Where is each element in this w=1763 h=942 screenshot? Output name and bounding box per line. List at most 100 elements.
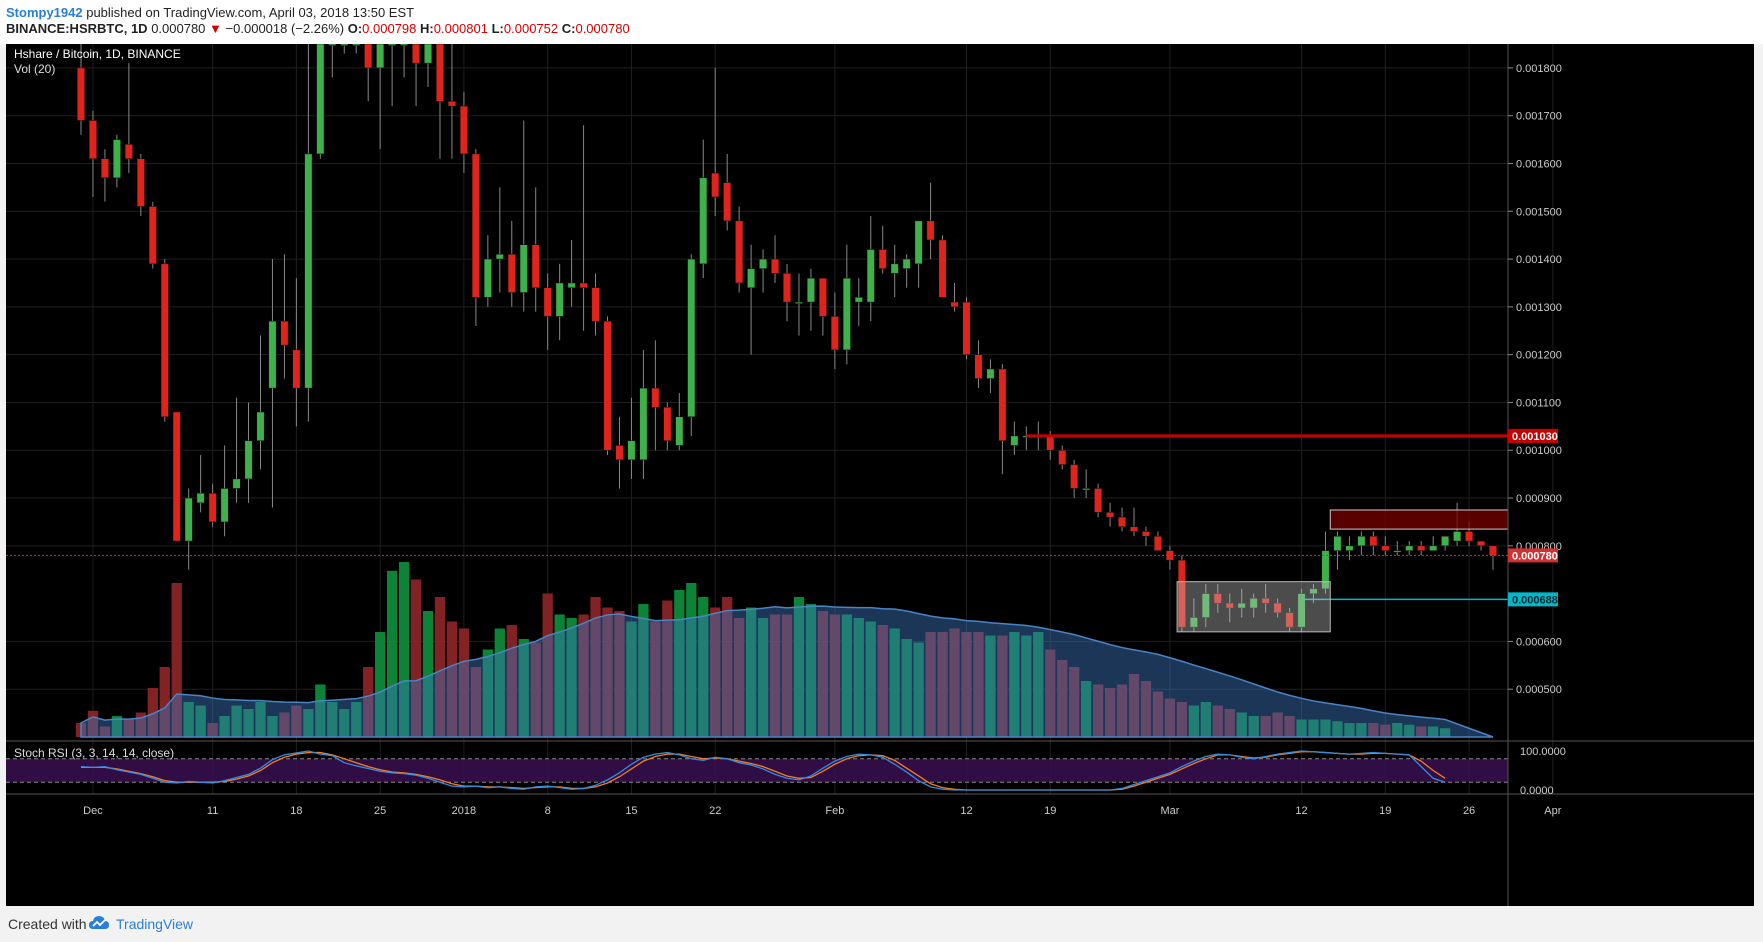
time-axis[interactable]: Dec 11 18 25 2018 8 15 22 Feb 12 19 Mar 12 19 26 Apr	[83, 805, 1562, 817]
volume-bar	[327, 702, 338, 737]
down-candle	[783, 273, 791, 303]
volume-bar	[446, 621, 458, 737]
down-candle	[1130, 526, 1138, 532]
volume-bar	[243, 709, 254, 737]
volume-bar	[1140, 681, 1152, 737]
published-text: published on TradingView.com, April 03, …	[86, 5, 415, 20]
price-change: −0.000018 (−2.26%)	[225, 21, 345, 36]
down-candle	[950, 301, 959, 308]
volume-bar	[757, 618, 769, 737]
volume-bar	[255, 702, 266, 737]
up-candle	[483, 258, 492, 298]
price-tick-label: 0.001300	[1516, 302, 1562, 314]
time-tick-label: 22	[709, 805, 721, 817]
up-candle	[1357, 536, 1366, 547]
volume-bar	[386, 570, 398, 737]
down-candle	[1106, 512, 1115, 518]
volume-bar	[1248, 716, 1259, 737]
price-label-bg	[1508, 592, 1558, 607]
volume-bar	[1380, 724, 1391, 737]
volume-bar	[877, 625, 888, 737]
price-tick-label: 0.000500	[1516, 684, 1562, 696]
volume-bar	[1236, 712, 1247, 737]
publish-line: Stompy1942 published on TradingView.com,…	[6, 5, 414, 20]
volume-bar	[1224, 709, 1235, 737]
volume-bars	[75, 562, 1451, 737]
up-candle	[914, 220, 923, 265]
volume-bar	[829, 614, 841, 737]
down-candle	[412, 44, 421, 64]
up-candle	[1393, 550, 1402, 553]
time-tick-label: 8	[545, 805, 551, 817]
down-candle	[1477, 540, 1485, 547]
time-tick-label: 12	[960, 805, 972, 817]
volume-bar	[733, 618, 745, 737]
tradingview-link[interactable]: TradingView	[116, 916, 194, 932]
price-axis[interactable]: 0.001800 0.001700 0.001600 0.001500 0.001400…	[1507, 44, 1566, 906]
up-candle	[424, 44, 432, 64]
volume-bar	[207, 723, 218, 737]
volume-bar	[1081, 681, 1092, 737]
volume-bar	[1428, 726, 1439, 737]
chart-canvas[interactable]: 0.001800 0.001700 0.001600 0.001500 0.001400…	[6, 44, 1754, 906]
down-candle	[998, 368, 1007, 441]
created-with-text: Created with	[8, 916, 87, 932]
price-tick-label: 0.001700	[1516, 111, 1562, 123]
time-tick-label: 19	[1379, 805, 1391, 817]
down-candle	[1417, 545, 1426, 551]
down-candle	[1225, 602, 1234, 609]
up-candle	[699, 177, 708, 265]
down-candle	[723, 182, 732, 222]
price-label-bg	[1508, 548, 1558, 563]
volume-bar	[925, 632, 936, 737]
down-candle	[1058, 449, 1067, 465]
price-tick-label: 0.000600	[1516, 636, 1562, 648]
down-candle	[878, 249, 887, 269]
up-candle	[244, 440, 253, 480]
volume-bar	[674, 590, 685, 737]
down-candle	[1261, 598, 1270, 604]
volume-bar	[518, 639, 529, 737]
stoch-rsi-pane	[6, 740, 1754, 795]
volume-bar	[147, 688, 158, 737]
volume-bar	[291, 705, 302, 737]
volume-bar	[123, 719, 135, 737]
last-price: 0.000780	[151, 21, 206, 36]
price-label-text: 0.000780	[1512, 550, 1558, 562]
down-candle	[1118, 516, 1127, 527]
volume-bar	[650, 621, 661, 737]
volume-bar	[195, 705, 206, 737]
down-candle	[459, 105, 468, 155]
down-candle	[1489, 545, 1497, 556]
volume-bar	[111, 716, 123, 737]
up-candle	[232, 478, 241, 489]
down-candle	[962, 301, 971, 355]
down-candle	[531, 244, 540, 288]
up-candle	[806, 277, 815, 303]
up-candle	[902, 258, 911, 269]
down-candle	[603, 320, 612, 451]
down-candle	[1094, 488, 1103, 513]
volume-bar	[470, 667, 482, 737]
volume-bar	[662, 600, 673, 737]
volume-bar	[375, 632, 386, 737]
volume-bar	[841, 614, 852, 737]
volume-bar	[482, 649, 493, 737]
up-candle	[687, 258, 696, 418]
down-candle	[1285, 612, 1294, 628]
chart-svg[interactable]: 0.001800 0.001700 0.001600 0.001500 0.001400…	[6, 44, 1754, 906]
low-value: 0.000752	[503, 21, 559, 36]
down-candle	[1153, 536, 1162, 551]
volume-bar	[363, 667, 374, 737]
down-candle	[507, 254, 516, 293]
down-candle	[1046, 435, 1055, 451]
up-candle	[388, 44, 397, 46]
down-candle	[280, 320, 289, 346]
down-candle	[1465, 531, 1474, 542]
volume-bar	[1045, 649, 1056, 737]
author-link[interactable]: Stompy1942	[6, 5, 83, 20]
volume-bar	[901, 639, 912, 737]
up-candle	[627, 440, 636, 461]
up-candle	[1201, 593, 1210, 618]
up-candle	[1297, 593, 1306, 628]
